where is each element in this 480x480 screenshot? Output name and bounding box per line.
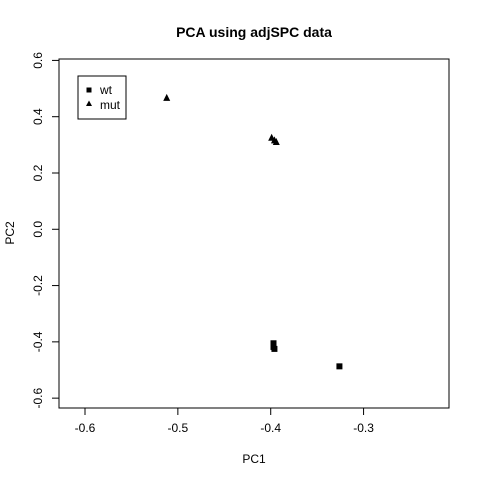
data-point-mut bbox=[163, 93, 171, 101]
y-axis-label: PC2 bbox=[3, 221, 17, 245]
data-point-wt bbox=[271, 345, 278, 352]
y-tick-label: 0.2 bbox=[31, 164, 45, 181]
x-axis: -0.6 -0.5 -0.4 -0.3 bbox=[75, 408, 374, 435]
x-tick-label: -0.5 bbox=[168, 421, 189, 435]
y-tick-label: 0.6 bbox=[31, 52, 45, 69]
y-tick-label: -0.6 bbox=[31, 387, 45, 408]
y-tick-label: 0.4 bbox=[31, 108, 45, 125]
legend-triangle-marker bbox=[86, 100, 92, 106]
legend-box bbox=[77, 75, 127, 120]
data-point-wt bbox=[336, 363, 343, 370]
plot-frame bbox=[58, 58, 450, 409]
y-tick-label: -0.2 bbox=[31, 275, 45, 296]
x-tick-label: -0.4 bbox=[260, 421, 281, 435]
legend-label-wt: wt bbox=[99, 83, 113, 97]
data-point-mut bbox=[272, 138, 280, 146]
chart-title: PCA using adjSPC data bbox=[176, 24, 332, 40]
y-tick-label: -0.4 bbox=[31, 331, 45, 352]
data-point-wt bbox=[270, 340, 277, 347]
x-tick-label: -0.6 bbox=[75, 421, 96, 435]
y-tick-label: 0.0 bbox=[31, 221, 45, 238]
data-points bbox=[163, 93, 343, 370]
x-axis-label: PC1 bbox=[242, 452, 266, 466]
x-tick-label: -0.3 bbox=[353, 421, 374, 435]
legend-square-marker bbox=[86, 87, 92, 93]
legend: wt mut bbox=[77, 75, 127, 120]
y-axis: -0.6 -0.4 -0.2 0.0 0.2 0.4 0.6 bbox=[31, 52, 59, 408]
legend-label-mut: mut bbox=[100, 98, 121, 112]
